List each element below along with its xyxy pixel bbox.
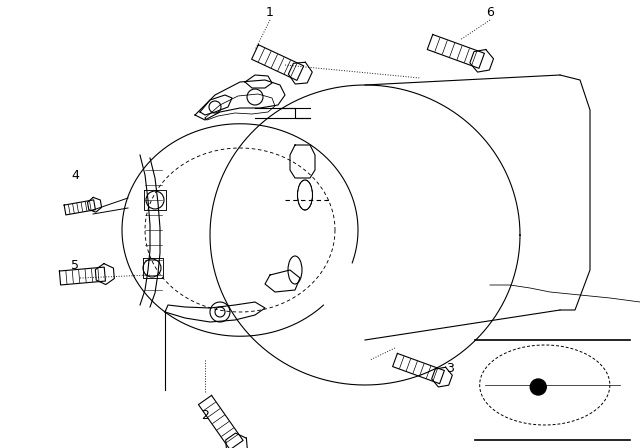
Text: 5: 5 <box>71 258 79 271</box>
Text: 2: 2 <box>201 409 209 422</box>
Text: 6: 6 <box>486 5 494 18</box>
Text: 4: 4 <box>71 168 79 181</box>
Text: 3: 3 <box>446 362 454 375</box>
Circle shape <box>530 379 547 395</box>
Text: 1: 1 <box>266 5 274 18</box>
